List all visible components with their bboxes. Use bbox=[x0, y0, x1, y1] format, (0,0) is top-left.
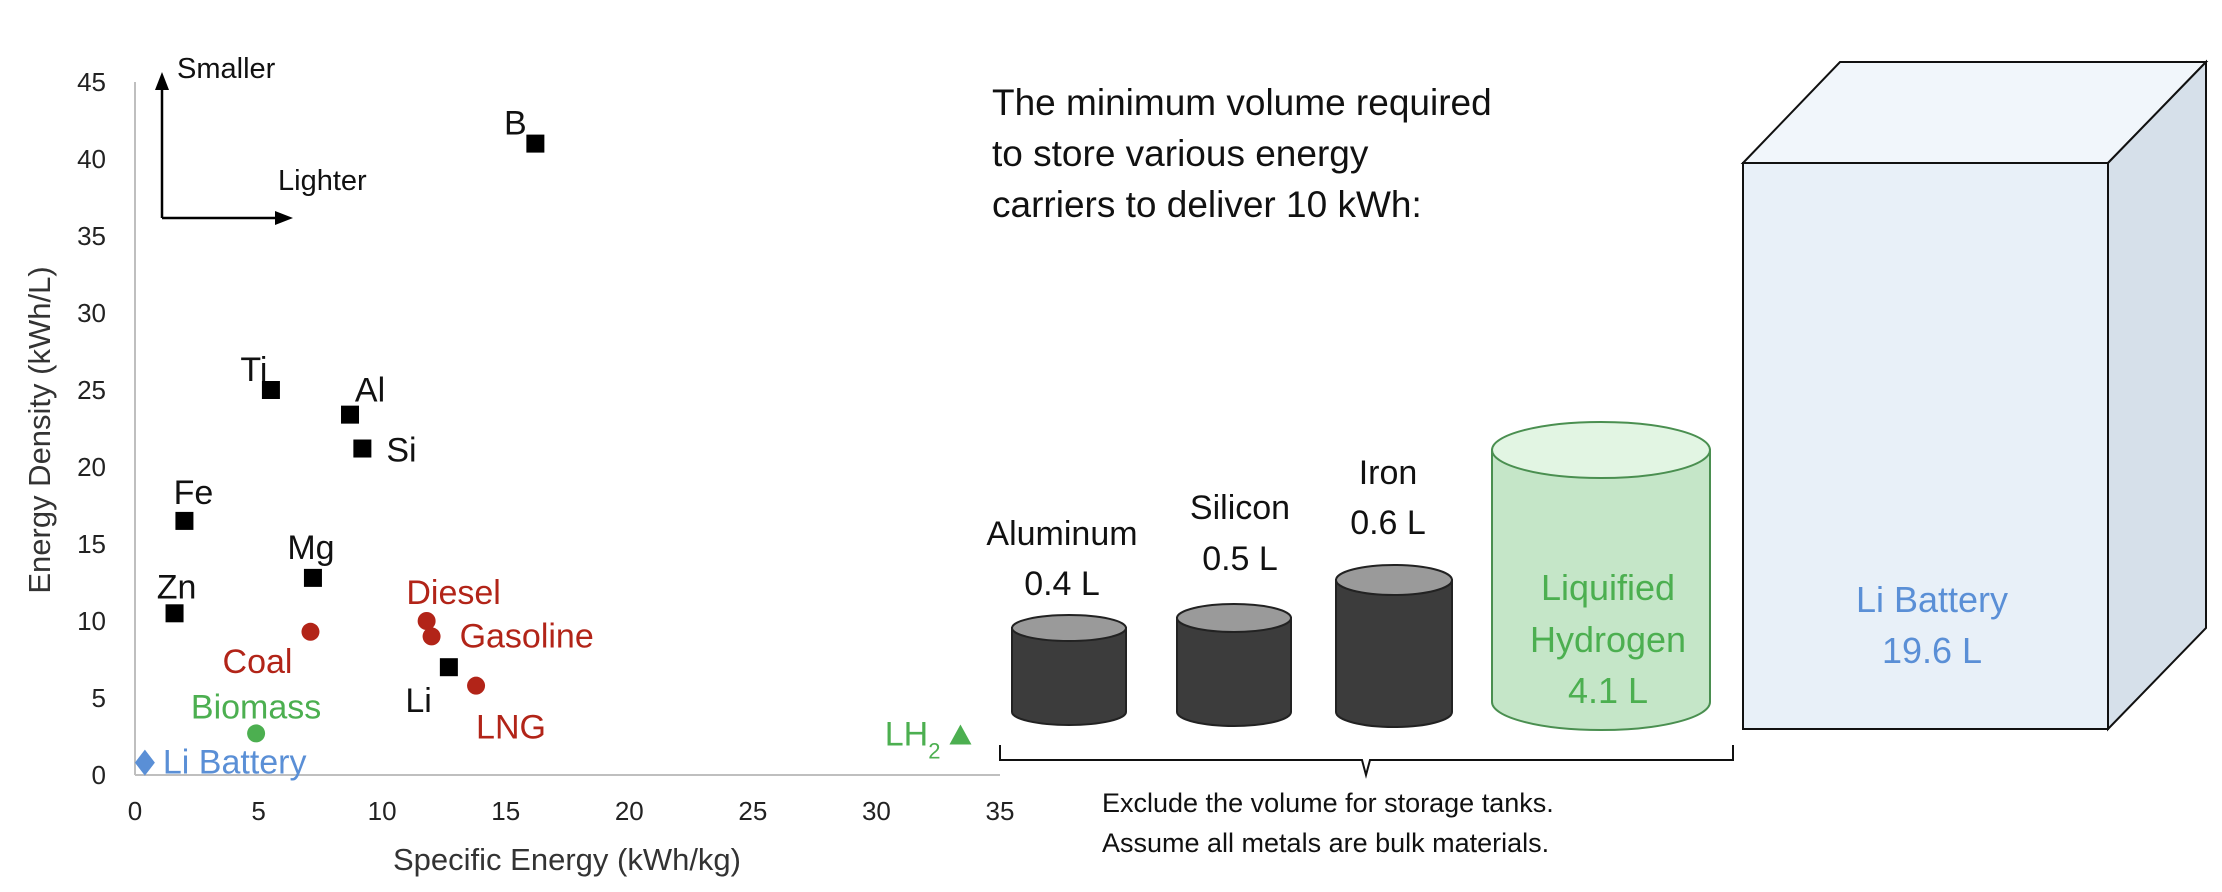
point-mg bbox=[303, 568, 322, 587]
iron-volume: 0.6 L bbox=[1350, 504, 1426, 542]
x-axis-title: Specific Energy (kWh/kg) bbox=[393, 842, 741, 877]
iron-cylinder-body bbox=[1335, 579, 1453, 728]
iron-cylinder: Iron 0.6 L bbox=[1335, 454, 1453, 728]
point-al bbox=[341, 405, 360, 424]
battery-box-front bbox=[1742, 162, 2109, 730]
silicon-volume: 0.5 L bbox=[1202, 540, 1278, 578]
note-line-2: Assume all metals are bulk materials. bbox=[1102, 828, 1549, 858]
direction-indicator: Smaller Lighter bbox=[155, 53, 367, 225]
note-line-1: Exclude the volume for storage tanks. bbox=[1102, 788, 1554, 818]
silicon-cylinder-body bbox=[1176, 617, 1292, 727]
silicon-cylinder-top bbox=[1176, 603, 1292, 633]
point-lh2 bbox=[949, 724, 972, 745]
hydrogen-volume: 4.1 L bbox=[1568, 670, 1648, 711]
label-lh2: LH2 bbox=[885, 716, 941, 764]
label-coal: Coal bbox=[223, 643, 293, 681]
y-tick-label: 45 bbox=[77, 67, 106, 97]
y-tick-label: 40 bbox=[77, 144, 106, 174]
smaller-label: Smaller bbox=[177, 53, 276, 85]
x-tick-label: 15 bbox=[491, 796, 520, 826]
bracket bbox=[999, 745, 1734, 779]
x-tick-labels: 0 5 10 15 20 25 30 35 bbox=[128, 796, 1015, 826]
y-tick-label: 10 bbox=[77, 606, 106, 636]
point-fe bbox=[175, 511, 194, 530]
point-ti bbox=[261, 381, 280, 399]
battery-name: Li Battery bbox=[1856, 579, 2008, 620]
aluminum-volume: 0.4 L bbox=[1024, 565, 1100, 603]
silicon-cylinder: Silicon 0.5 L bbox=[1176, 489, 1292, 727]
iron-name: Iron bbox=[1359, 454, 1418, 492]
y-tick-label: 35 bbox=[77, 221, 106, 251]
point-li bbox=[439, 658, 458, 677]
label-gasoline: Gasoline bbox=[460, 617, 594, 655]
headline-line-1: The minimum volume required bbox=[992, 82, 1492, 123]
up-arrow-head bbox=[155, 72, 169, 90]
point-coal bbox=[301, 622, 320, 641]
label-fe: Fe bbox=[174, 474, 214, 512]
label-biomass: Biomass bbox=[191, 688, 321, 726]
hydrogen-line-1: Liquified bbox=[1541, 567, 1675, 608]
battery-box: Li Battery 19.6 L bbox=[1740, 59, 2209, 732]
x-tick-label: 0 bbox=[128, 796, 142, 826]
label-al: Al bbox=[355, 372, 385, 410]
aluminum-cylinder: Aluminum 0.4 L bbox=[986, 515, 1138, 726]
hydrogen-cylinder-top bbox=[1491, 421, 1711, 479]
y-tick-label: 25 bbox=[77, 375, 106, 405]
label-zn: Zn bbox=[157, 568, 197, 606]
headline-line-3: carriers to deliver 10 kWh: bbox=[992, 184, 1422, 225]
point-b bbox=[526, 134, 545, 153]
battery-box-side bbox=[2107, 59, 2207, 732]
label-mg: Mg bbox=[287, 529, 334, 567]
point-biomass bbox=[247, 724, 266, 743]
point-li-battery bbox=[134, 749, 155, 776]
x-tick-label: 25 bbox=[738, 796, 767, 826]
x-tick-label: 10 bbox=[368, 796, 397, 826]
hydrogen-line-2: Hydrogen bbox=[1530, 619, 1686, 660]
lighter-label: Lighter bbox=[278, 165, 367, 197]
aluminum-cylinder-top bbox=[1011, 614, 1127, 642]
hydrogen-cylinder-body bbox=[1491, 449, 1711, 731]
silicon-name: Silicon bbox=[1190, 489, 1290, 527]
y-tick-label: 20 bbox=[77, 452, 106, 482]
label-lng: LNG bbox=[476, 709, 546, 747]
point-gasoline bbox=[422, 627, 441, 646]
right-arrow-head bbox=[275, 211, 293, 225]
label-li: Li bbox=[405, 682, 431, 720]
point-diesel bbox=[417, 612, 436, 630]
headline-line-2: to store various energy bbox=[992, 133, 1369, 174]
x-tick-label: 20 bbox=[615, 796, 644, 826]
y-axis-title: Energy Density (kWh/L) bbox=[22, 266, 57, 593]
point-si bbox=[353, 439, 372, 458]
volume-comparison-panel: The minimum volume required to store var… bbox=[986, 59, 2209, 858]
y-tick-label: 0 bbox=[92, 760, 106, 790]
x-tick-label: 30 bbox=[862, 796, 891, 826]
battery-volume: 19.6 L bbox=[1882, 630, 1982, 671]
aluminum-name: Aluminum bbox=[986, 515, 1137, 553]
x-tick-label: 5 bbox=[251, 796, 265, 826]
label-ti: Ti bbox=[240, 351, 267, 389]
iron-cylinder-top bbox=[1335, 564, 1453, 596]
aluminum-cylinder-body bbox=[1011, 627, 1127, 726]
y-tick-label: 30 bbox=[77, 298, 106, 328]
x-tick-label: 35 bbox=[986, 796, 1015, 826]
label-li-battery: Li Battery bbox=[163, 744, 307, 782]
y-tick-labels: 0 5 10 15 20 25 30 35 40 45 bbox=[77, 67, 106, 790]
point-zn bbox=[165, 604, 184, 623]
label-diesel: Diesel bbox=[406, 574, 500, 612]
label-si: Si bbox=[386, 432, 416, 470]
point-lng bbox=[467, 676, 486, 695]
y-tick-label: 5 bbox=[92, 683, 106, 713]
label-b: B bbox=[504, 105, 527, 143]
y-tick-label: 15 bbox=[77, 529, 106, 559]
hydrogen-cylinder: Liquified Hydrogen 4.1 L bbox=[1491, 421, 1711, 731]
